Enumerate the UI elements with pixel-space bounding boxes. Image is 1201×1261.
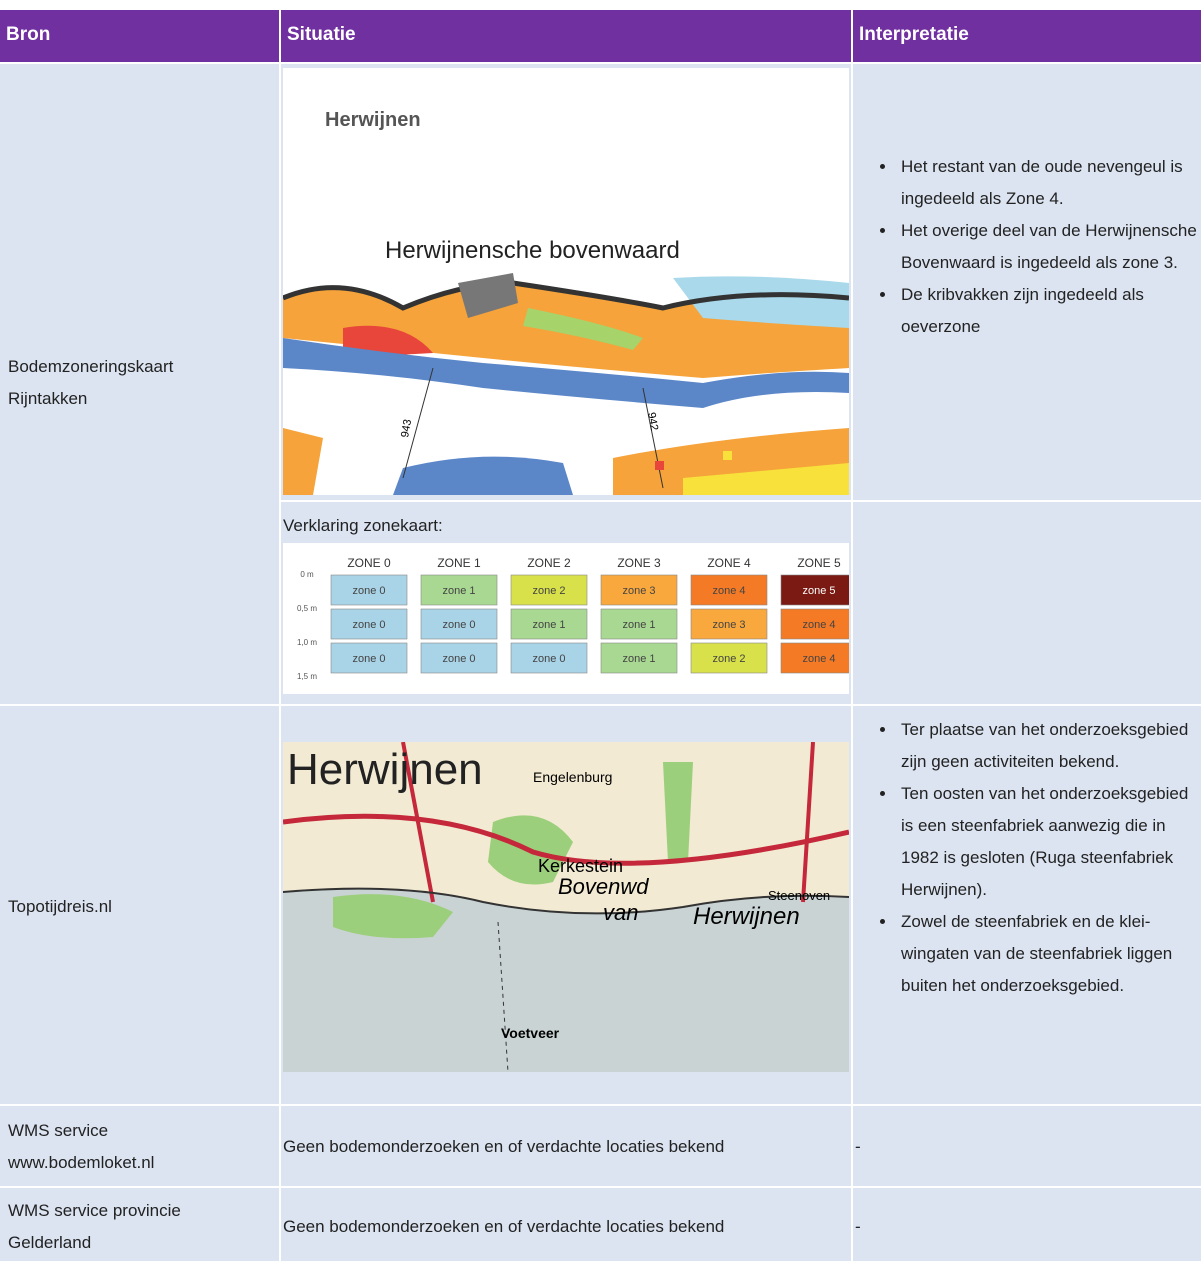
- map-label: Kerkestein: [538, 856, 623, 876]
- zone-cell: [780, 574, 849, 606]
- bullet-item: Zowel de steenfabriek en de klei-wingate…: [897, 906, 1193, 1002]
- map-label: Voetveer: [501, 1025, 560, 1041]
- cell: Verklaring zonekaart: 0 m 0,5 m 1,0 m 1,5 m…: [281, 502, 851, 704]
- zone-cell-label: zone 4: [802, 653, 835, 665]
- depth-label: 1,5 m: [297, 672, 317, 681]
- map-label: Herwijnen: [325, 109, 421, 131]
- zone-cell: [600, 608, 678, 640]
- zone-cell-label: zone 2: [712, 653, 745, 665]
- zone-cell-label: zone 0: [352, 585, 385, 597]
- bullet-item: Ter plaatse van het onderzoeksgebied zij…: [897, 714, 1193, 778]
- map-label: Steenoven: [768, 888, 830, 903]
- cell: Herwijnen Engelenburg Kerkestein Bovenwd…: [281, 706, 851, 1104]
- zone-cell-label: zone 1: [442, 585, 475, 597]
- depth-label: 1,0 m: [297, 638, 317, 647]
- cell-text: WMS service www.bodemloket.nl: [8, 1121, 155, 1172]
- zone-header: ZONE 5: [797, 556, 841, 570]
- cell: WMS service provincie Gelderland: [0, 1188, 279, 1261]
- zone-cell: [330, 574, 408, 606]
- zone-cell-label: zone 0: [442, 619, 475, 631]
- zone-header: ZONE 0: [347, 556, 391, 570]
- zone-cell-label: zone 2: [532, 585, 565, 597]
- zone-cell: [420, 642, 498, 674]
- cell: -: [853, 1188, 1201, 1261]
- zone-cell: [420, 574, 498, 606]
- cell-text: -: [855, 1137, 861, 1156]
- header-text: Interpretatie: [859, 24, 969, 45]
- zone-cell-label: zone 1: [622, 653, 655, 665]
- cell: [853, 502, 1201, 704]
- zone-cell: [510, 608, 588, 640]
- cell-text: Bodemzoneringskaart Rijntakken: [8, 357, 174, 408]
- cell-text: Topotijdreis.nl: [8, 897, 112, 916]
- cell: Topotijdreis.nl: [0, 706, 279, 1104]
- cell-text: -: [855, 1217, 861, 1236]
- header-cell: Interpretatie: [853, 10, 1201, 62]
- depth-label: 0,5 m: [297, 604, 317, 613]
- header-cell: Bron: [0, 10, 279, 62]
- map-label: 942: [645, 411, 660, 431]
- zone-map: Herwijnen Herwijnensche bovenwaard 943 9…: [283, 68, 849, 495]
- header-text: Situatie: [287, 24, 356, 45]
- zone-cell: [780, 608, 849, 640]
- bullet-list: Ter plaatse van het onderzoeksgebied zij…: [853, 714, 1193, 1002]
- bullet-item: Het restant van de oude nevengeul is ing…: [897, 151, 1201, 215]
- cell-text: Geen bodemonderzoeken en of verdachte lo…: [283, 1217, 725, 1236]
- zone-cell-label: zone 0: [532, 653, 565, 665]
- cell: Ter plaatse van het onderzoeksgebied zij…: [853, 706, 1201, 1104]
- cell: Bodemzoneringskaart Rijntakken: [0, 64, 279, 704]
- zone-legend: 0 m 0,5 m 1,0 m 1,5 m ZONE 0 ZONE 1 ZONE 2 ZONE…: [283, 543, 849, 694]
- cell-text: WMS service provincie Gelderland: [8, 1201, 181, 1252]
- map-label: Herwijnen: [693, 903, 800, 930]
- cell: Geen bodemonderzoeken en of verdachte lo…: [281, 1106, 851, 1186]
- zone-cell: [690, 642, 768, 674]
- map-label: Bovenwd: [558, 874, 649, 899]
- map-label: van: [603, 900, 638, 925]
- zone-cell: [600, 642, 678, 674]
- zone-cell: [780, 642, 849, 674]
- bullet-item: Het overige deel van de Herwijnensche Bo…: [897, 215, 1201, 279]
- bullet-item: De kribvakken zijn ingedeeld als oeverzo…: [897, 279, 1201, 343]
- zone-cell-label: zone 0: [352, 653, 385, 665]
- map-label: Herwijnensche bovenwaard: [385, 237, 680, 264]
- zone-cell: [420, 608, 498, 640]
- zone-cell-label: zone 1: [622, 619, 655, 631]
- cell: Het restant van de oude nevengeul is ing…: [853, 64, 1201, 500]
- zone-cell-label: zone 3: [622, 585, 655, 597]
- zone-cell: [690, 608, 768, 640]
- topo-map: Herwijnen Engelenburg Kerkestein Bovenwd…: [283, 742, 849, 1072]
- zone-header: ZONE 4: [707, 556, 751, 570]
- bullet-item: Ten oosten van het onderzoeksgebied is e…: [897, 778, 1193, 906]
- bullet-list: Het restant van de oude nevengeul is ing…: [853, 151, 1201, 343]
- cell: -: [853, 1106, 1201, 1186]
- depth-label: 0 m: [300, 570, 314, 579]
- zone-header: ZONE 3: [617, 556, 661, 570]
- map-label: 943: [399, 418, 414, 438]
- zone-cell-label: zone 0: [442, 653, 475, 665]
- cell: Herwijnen Herwijnensche bovenwaard 943 9…: [281, 64, 851, 500]
- header-cell: Situatie: [281, 10, 851, 62]
- zone-header: ZONE 1: [437, 556, 481, 570]
- zone-cell-label: zone 5: [802, 585, 835, 597]
- zone-cell-label: zone 4: [712, 585, 745, 597]
- zone-cell-label: zone 0: [352, 619, 385, 631]
- cell-text: Geen bodemonderzoeken en of verdachte lo…: [283, 1137, 725, 1156]
- map-label: Engelenburg: [533, 769, 612, 785]
- caption: Verklaring zonekaart:: [283, 516, 443, 535]
- zone-cell: [330, 608, 408, 640]
- zone-cell: [330, 642, 408, 674]
- zone-cell: [510, 574, 588, 606]
- zone-cell: [600, 574, 678, 606]
- zone-header: ZONE 2: [527, 556, 571, 570]
- zone-cell-label: zone 4: [802, 619, 835, 631]
- header-text: Bron: [6, 24, 51, 45]
- zone-cell: [510, 642, 588, 674]
- zone-cell-label: zone 1: [532, 619, 565, 631]
- cell: WMS service www.bodemloket.nl: [0, 1106, 279, 1186]
- zone-cell: [690, 574, 768, 606]
- cell: Geen bodemonderzoeken en of verdachte lo…: [281, 1188, 851, 1261]
- zone-cell-label: zone 3: [712, 619, 745, 631]
- map-label: Herwijnen: [287, 745, 483, 794]
